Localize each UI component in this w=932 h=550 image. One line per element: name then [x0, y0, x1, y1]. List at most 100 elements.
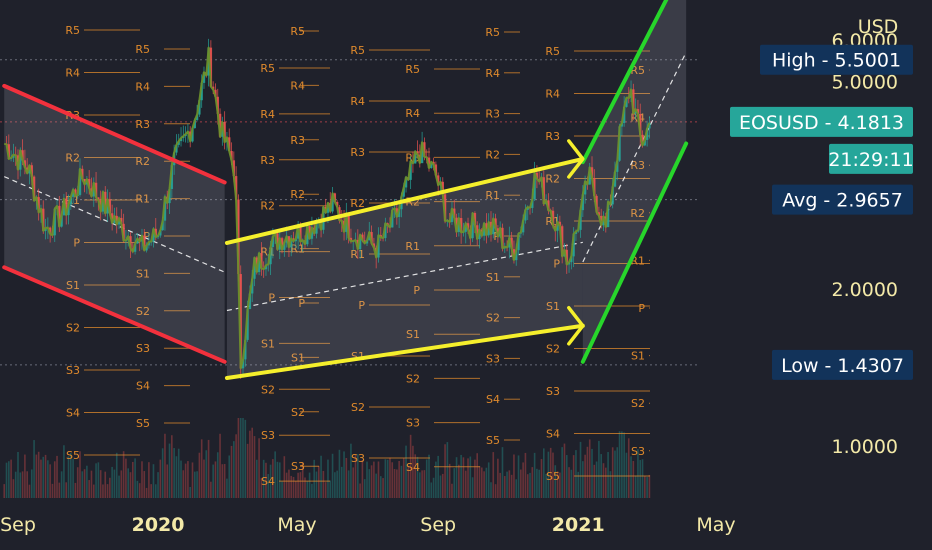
volume-bar	[141, 461, 143, 498]
candle-body	[214, 89, 217, 97]
volume-bar	[228, 455, 231, 498]
volume-bar	[269, 464, 272, 498]
volume-bar	[28, 484, 31, 498]
tag-background	[829, 143, 913, 174]
volume-bar	[563, 443, 566, 498]
volume-bar	[42, 456, 45, 498]
candle-body	[542, 177, 545, 204]
pivot-label-r5: R5	[630, 64, 645, 77]
pivot-label-r4: R4	[290, 79, 305, 92]
volume-bar	[630, 456, 632, 498]
candle-body	[508, 237, 511, 248]
pivot-label-s1: S1	[406, 328, 420, 341]
volume-bar	[235, 434, 237, 498]
pivot-label-r3: R3	[485, 108, 500, 121]
volume-bar	[189, 487, 192, 498]
candle-body	[496, 228, 500, 237]
volume-bar	[575, 450, 577, 498]
pivot-label-r2: R2	[545, 173, 560, 186]
candle-body	[641, 134, 644, 146]
candle-body	[42, 208, 45, 231]
volume-bar	[526, 474, 529, 498]
pivot-label-s3: S3	[261, 429, 275, 442]
volume-bar	[182, 470, 185, 498]
volume-bar	[258, 438, 260, 498]
volume-bar	[423, 470, 426, 498]
volume-bar	[329, 480, 332, 498]
pivot-label-s5: S5	[66, 449, 80, 462]
volume-bar	[598, 440, 600, 498]
candle-body	[636, 109, 640, 114]
candle-body	[606, 201, 610, 228]
candle-body	[625, 97, 628, 107]
candle-body	[450, 208, 454, 223]
candle-body	[611, 186, 614, 205]
pivot-label-r5: R5	[65, 24, 80, 37]
candle-body	[290, 238, 293, 248]
volume-bar	[462, 457, 465, 498]
x-tick-label: May	[277, 514, 316, 536]
volume-bar	[591, 448, 593, 498]
volume-bar	[354, 454, 357, 498]
volume-bar	[97, 462, 100, 498]
volume-bar	[382, 478, 384, 498]
pivot-label-p: P	[73, 237, 80, 250]
candle-body	[588, 167, 591, 185]
volume-bar	[44, 454, 47, 498]
volume-bar	[517, 455, 520, 498]
volume-bar	[389, 457, 391, 498]
volume-bar	[177, 448, 180, 498]
volume-bar	[304, 477, 306, 498]
volume-bar	[292, 476, 295, 498]
candle-body	[441, 181, 444, 195]
volume-bar	[111, 466, 113, 498]
candle-body	[583, 181, 587, 195]
candle-body	[494, 218, 497, 229]
pivot-label-r1: R1	[135, 193, 150, 206]
volume-bar	[577, 471, 580, 498]
volume-bar	[503, 476, 506, 498]
candle-body	[241, 359, 245, 369]
candle-body	[492, 218, 495, 235]
volume-bar	[152, 464, 155, 498]
tag-text: Avg - 2.9657	[782, 190, 903, 212]
price-tag-low: Low - 1.4307	[772, 349, 913, 380]
volume-bar	[579, 441, 582, 498]
pivot-label-r5: R5	[290, 25, 305, 38]
tag-background	[772, 184, 913, 215]
pivot-label-p: P	[268, 292, 275, 305]
volume-bar	[407, 465, 410, 498]
channel-lower-yellow	[224, 323, 585, 380]
pivot-label-r2: R2	[260, 200, 275, 213]
candle-body	[409, 161, 412, 180]
volume-bar	[593, 464, 596, 498]
breakout-arrow-upper	[567, 139, 585, 179]
candle-body	[443, 194, 447, 222]
candle-body	[395, 208, 399, 217]
price-tag-symbol: EOSUSD - 4.1813	[730, 106, 913, 137]
time-axis[interactable]: Sep 2020 May Sep 2021 May	[0, 514, 736, 536]
pivot-label-s1: S1	[486, 271, 500, 284]
volume-bar	[51, 483, 54, 498]
volume-bar	[122, 451, 125, 498]
candle-body	[195, 114, 199, 121]
candle-body	[232, 160, 236, 177]
volume-bar	[646, 476, 648, 498]
candle-body	[521, 220, 525, 233]
volume-bar	[193, 471, 196, 498]
candle-body	[152, 228, 155, 242]
volume-bar	[494, 484, 497, 498]
candle-body	[65, 198, 68, 216]
candle-body	[276, 233, 279, 250]
candle-body	[347, 213, 350, 238]
pivot-label-s3: S3	[546, 385, 560, 398]
volume-bar	[340, 466, 343, 498]
candle-body	[599, 215, 603, 226]
pivot-label-r5: R5	[350, 44, 365, 57]
candle-body	[154, 228, 157, 238]
candle-body	[639, 113, 642, 135]
candle-body	[533, 172, 536, 200]
volume-bar	[471, 477, 474, 498]
